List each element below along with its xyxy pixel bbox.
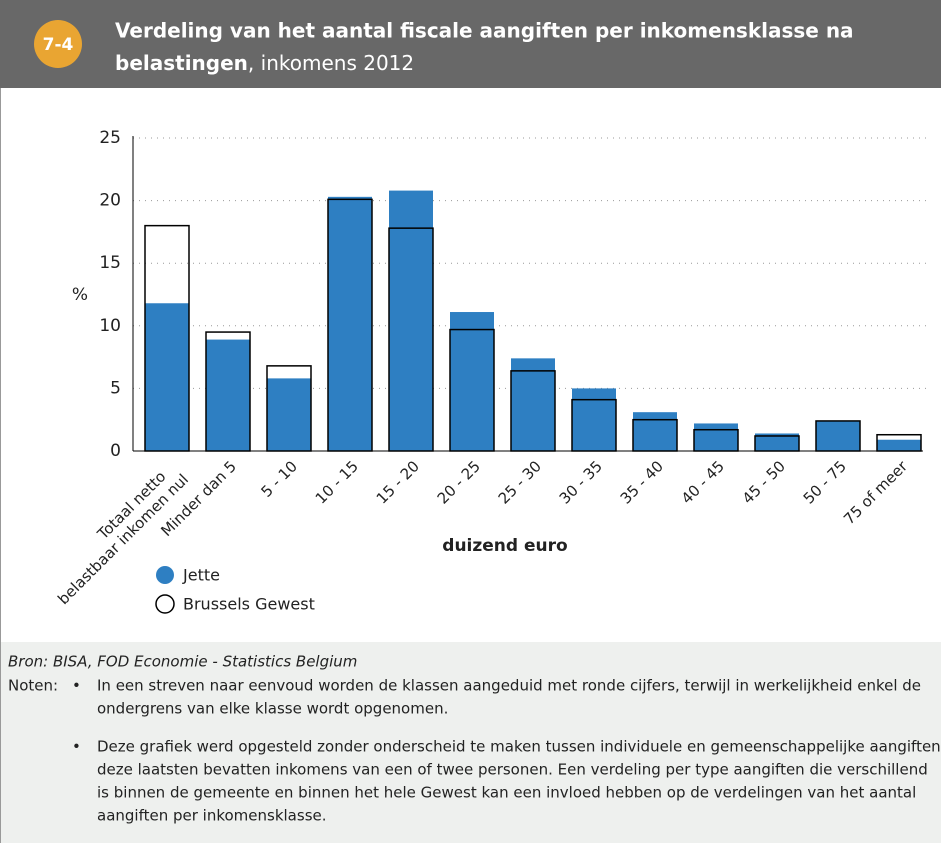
chart-subtitle: , inkomens 2012: [248, 51, 414, 75]
bar: [450, 312, 494, 451]
bar: [511, 358, 555, 451]
bar: [816, 420, 860, 451]
legend-marker: [155, 594, 175, 614]
y-axis-label: %: [72, 285, 88, 305]
note-line: is binnen de gemeente en binnen het hele…: [97, 784, 916, 802]
bar: [267, 378, 311, 451]
bullet: •: [72, 677, 81, 695]
note-line: ondergrens van elke klasse wordt opgenom…: [97, 700, 448, 718]
bar: [694, 423, 738, 451]
chart-title: belastingen: [115, 51, 248, 75]
bullet: •: [72, 738, 81, 756]
note-line: Deze grafiek werd opgesteld zonder onder…: [97, 738, 941, 756]
bar: [633, 412, 677, 451]
badge: [34, 20, 82, 68]
badge-label: 7-4: [43, 35, 74, 55]
legend-label: Brussels Gewest: [183, 595, 315, 614]
bar: [206, 339, 250, 451]
y-tick-label: 15: [99, 253, 121, 273]
y-tick-label: 25: [99, 128, 121, 148]
source: Bron: BISA, FOD Economie - Statistics Be…: [8, 653, 357, 671]
bar: [145, 303, 189, 451]
x-axis-label: duizend euro: [442, 536, 567, 556]
chart-title: belastingen, inkomens 2012: [115, 51, 414, 75]
note-line: deze laatsten bevatten inkomens van een …: [97, 761, 928, 779]
chart-title: Verdeling van het aantal fiscale aangift…: [115, 19, 854, 43]
footer-bg: [0, 642, 941, 843]
y-tick-label: 0: [110, 441, 121, 461]
y-tick-label: 5: [110, 378, 121, 398]
note-line: aangiften per inkomensklasse.: [97, 807, 327, 825]
bar: [877, 439, 921, 451]
legend-label: Jette: [182, 566, 220, 585]
bar: [389, 190, 433, 452]
note-line: In een streven naar eenvoud worden de kl…: [97, 677, 921, 695]
bar: [755, 433, 799, 451]
bar: [572, 388, 616, 451]
y-tick-label: 10: [99, 316, 121, 336]
bar: [328, 196, 372, 451]
header-bar: [0, 0, 941, 88]
notes-label: Noten:: [8, 677, 58, 695]
legend-marker: [156, 566, 174, 584]
y-tick-label: 20: [99, 191, 121, 211]
